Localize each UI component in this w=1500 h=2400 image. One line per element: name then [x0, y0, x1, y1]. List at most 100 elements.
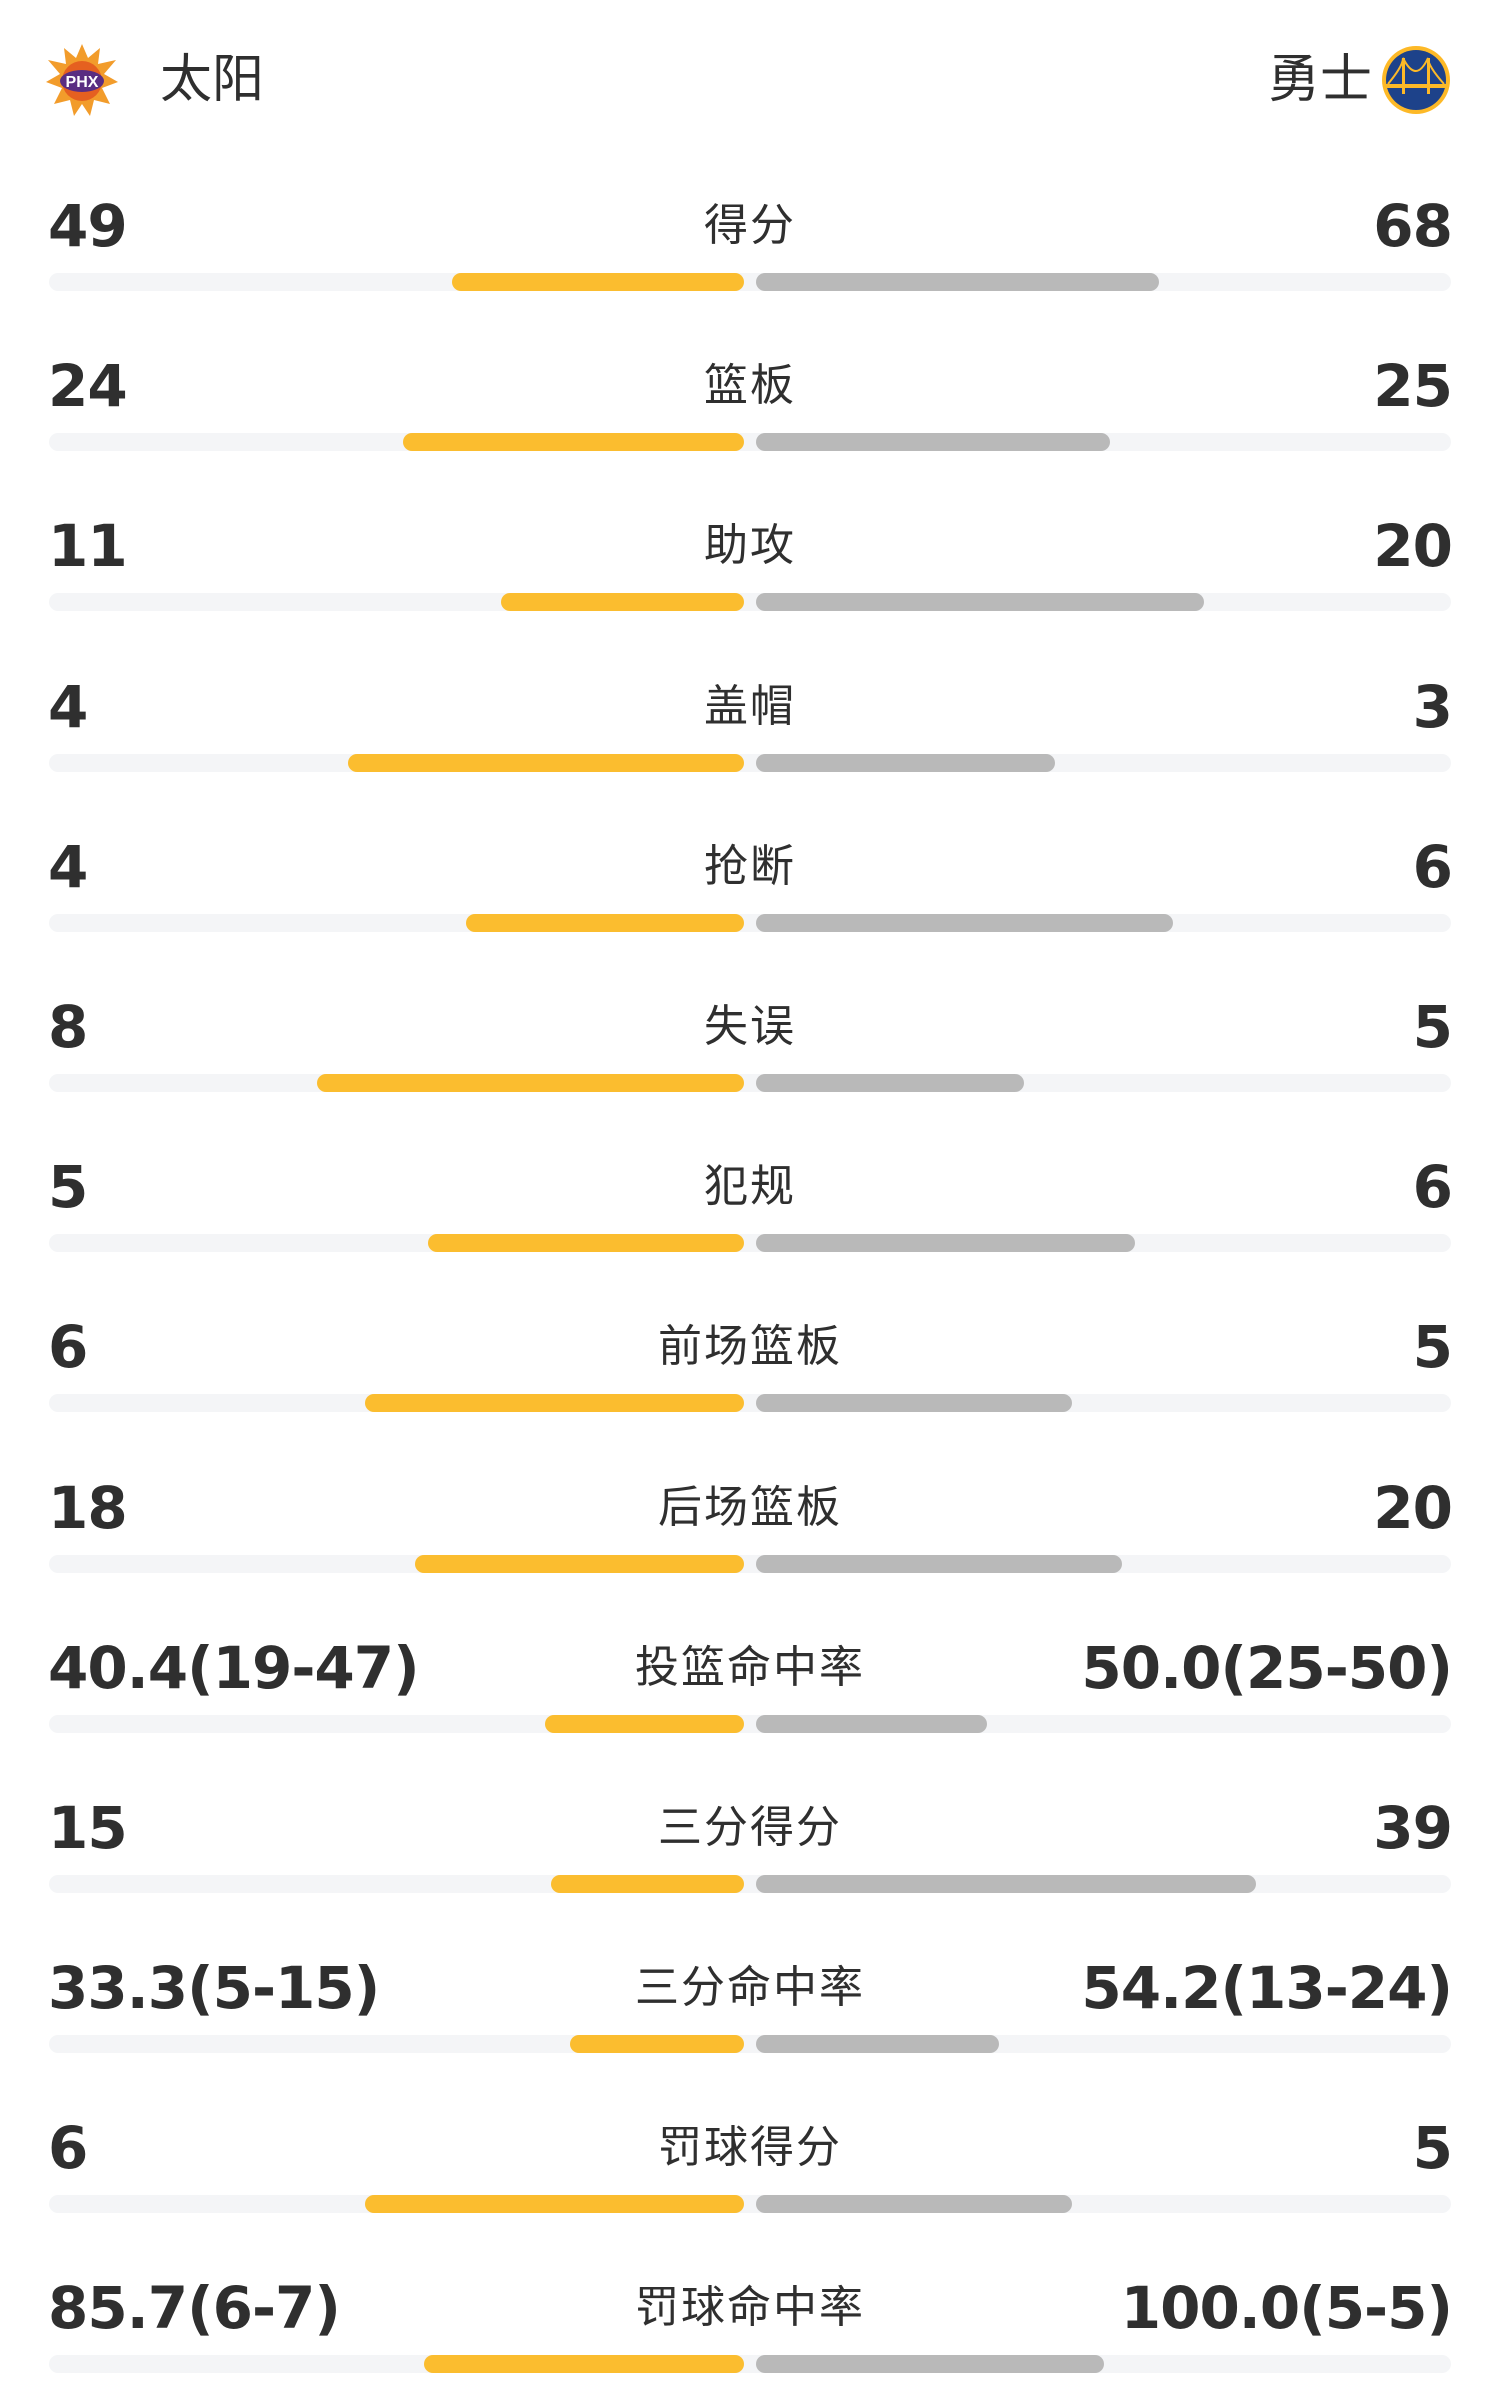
stat-label: 抢断	[704, 840, 796, 892]
stat-bar-track	[49, 1234, 1451, 1253]
stat-label: 三分得分	[658, 1801, 842, 1853]
home-value: 18	[48, 1473, 128, 1542]
away-value: 20	[1373, 512, 1453, 581]
away-value: 3	[1412, 672, 1453, 741]
home-stat-bar	[428, 1234, 744, 1253]
stat-label: 犯规	[704, 1161, 796, 1213]
stat-label: 投篮命中率	[635, 1641, 865, 1693]
stat-bar-track	[49, 753, 1451, 772]
stat-label: 三分命中率	[635, 1962, 865, 2014]
away-stat-bar	[756, 1554, 1122, 1573]
home-stat-bar	[545, 1714, 744, 1733]
home-value: 6	[48, 1313, 88, 1382]
home-stat-bar	[551, 1874, 744, 1893]
away-stat-bar	[756, 1394, 1072, 1413]
stat-row: 8 失误 5	[0, 947, 1500, 1107]
stat-bar-track	[49, 273, 1451, 291]
stat-label: 后场篮板	[658, 1481, 842, 1533]
home-value: 4	[48, 672, 88, 741]
stat-label: 罚球得分	[658, 2122, 842, 2174]
away-team-name: 勇士	[1267, 50, 1372, 110]
home-value: 40.4(19-47)	[48, 1633, 420, 1702]
away-value: 100.0(5-5)	[1120, 2274, 1453, 2343]
away-stat-bar	[756, 753, 1055, 772]
stat-bar-track	[49, 913, 1451, 932]
home-value: 24	[48, 352, 128, 421]
home-value: 8	[48, 992, 88, 1061]
stat-row: 5 犯规 6	[0, 1107, 1500, 1267]
stat-bar-track	[49, 1394, 1451, 1413]
away-stat-bar	[756, 1073, 1024, 1092]
stat-bar-track	[49, 1073, 1451, 1092]
away-value: 6	[1412, 1153, 1453, 1222]
home-value: 49	[48, 192, 128, 260]
home-value: 5	[48, 1153, 88, 1222]
away-value: 5	[1412, 1313, 1453, 1382]
stat-row: 4 盖帽 3	[0, 627, 1500, 787]
away-value: 50.0(25-50)	[1081, 1633, 1453, 1702]
away-stat-bar	[756, 1874, 1256, 1893]
away-stat-bar	[756, 2195, 1072, 2214]
home-value: 33.3(5-15)	[48, 1954, 380, 2023]
stat-row: 18 后场篮板 20	[0, 1428, 1500, 1588]
home-stat-bar	[365, 2195, 744, 2214]
stat-label: 前场篮板	[658, 1321, 842, 1373]
away-stat-bar	[756, 2355, 1104, 2374]
stat-row: 4 抢断 6	[0, 787, 1500, 947]
warriors-logo-icon	[1382, 46, 1450, 114]
away-stat-bar	[756, 913, 1173, 932]
home-team-name: 太阳	[160, 50, 265, 110]
stats-list: 49 得分 68 24 篮板 25 11 助攻 20 4 盖帽 3 4 抢断 6 8 失误 5 5 犯规 6 6 前场篮板 5…	[0, 146, 1500, 2389]
suns-logo-icon: PHX	[46, 44, 118, 116]
away-value: 5	[1412, 992, 1453, 1061]
stat-bar-track	[49, 593, 1451, 612]
home-value: 11	[48, 512, 128, 581]
stat-bar-track	[49, 433, 1451, 452]
stat-row: 24 篮板 25	[0, 306, 1500, 466]
home-stat-bar	[570, 2035, 744, 2054]
home-value: 85.7(6-7)	[48, 2274, 341, 2343]
stat-row: 49 得分 68	[0, 146, 1500, 306]
stat-row: 85.7(6-7) 罚球命中率 100.0(5-5)	[0, 2228, 1500, 2388]
away-stat-bar	[756, 433, 1110, 452]
stat-bar-track	[49, 2355, 1451, 2374]
away-stat-bar	[756, 1234, 1135, 1253]
home-stat-bar	[317, 1073, 744, 1092]
stat-label: 罚球命中率	[635, 2282, 865, 2334]
away-value: 5	[1412, 2114, 1453, 2183]
away-stat-bar	[756, 273, 1159, 291]
stat-label: 篮板	[704, 360, 796, 412]
away-value: 68	[1373, 192, 1453, 260]
stat-row: 6 前场篮板 5	[0, 1267, 1500, 1427]
stat-row: 6 罚球得分 5	[0, 2068, 1500, 2228]
stat-row: 33.3(5-15) 三分命中率 54.2(13-24)	[0, 1908, 1500, 2068]
stat-label: 助攻	[704, 520, 796, 572]
stat-bar-track	[49, 1554, 1451, 1573]
stat-label: 盖帽	[704, 680, 796, 732]
home-value: 15	[48, 1793, 128, 1862]
svg-text:PHX: PHX	[66, 74, 99, 91]
stat-bar-track	[49, 2035, 1451, 2054]
away-stat-bar	[756, 1714, 987, 1733]
stat-row: 11 助攻 20	[0, 466, 1500, 626]
away-value: 20	[1373, 1473, 1453, 1542]
home-stat-bar	[466, 913, 744, 932]
home-stat-bar	[348, 753, 744, 772]
away-value: 25	[1373, 352, 1453, 421]
home-stat-bar	[424, 2355, 744, 2374]
away-value: 6	[1412, 832, 1453, 901]
home-stat-bar	[403, 433, 744, 452]
stat-bar-track	[49, 2195, 1451, 2214]
away-value: 54.2(13-24)	[1081, 1954, 1453, 2023]
away-stat-bar	[756, 593, 1204, 612]
home-stat-bar	[365, 1394, 744, 1413]
away-value: 39	[1373, 1793, 1453, 1862]
home-value: 4	[48, 832, 88, 901]
teams-header: PHX 太阳 勇士	[0, 0, 1500, 160]
stat-label: 得分	[704, 200, 796, 251]
home-stat-bar	[501, 593, 744, 612]
home-value: 6	[48, 2114, 88, 2183]
away-stat-bar	[756, 2035, 999, 2054]
stat-bar-track	[49, 1714, 1451, 1733]
home-stat-bar	[415, 1554, 744, 1573]
